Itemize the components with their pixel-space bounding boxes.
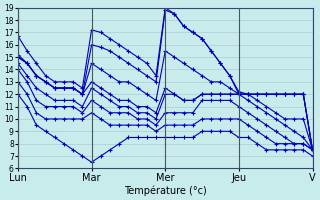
X-axis label: Température (°c): Température (°c) bbox=[124, 185, 207, 196]
